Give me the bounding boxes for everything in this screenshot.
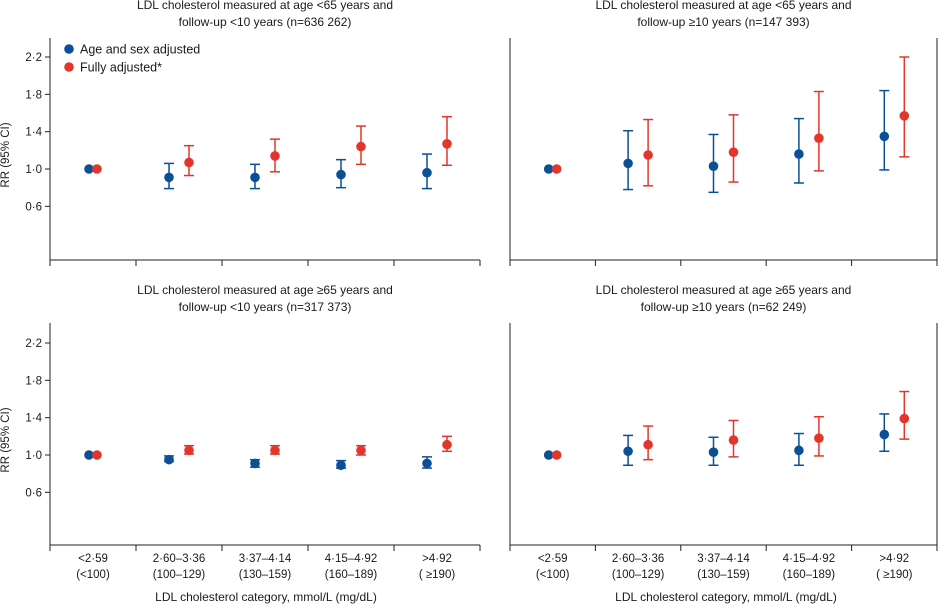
point-age-sex (336, 169, 346, 180)
x-tick-label: 3·37–4·14 (697, 553, 750, 565)
y-tick-label: 1·4 (25, 413, 42, 425)
x-tick-label-mgdl: ( ≥190) (876, 569, 913, 581)
x-tick-label-mgdl: (100–129) (153, 569, 206, 581)
point-age-sex (879, 131, 890, 142)
y-tick-label: 1·8 (25, 89, 42, 101)
panels-group: LDL cholesterol measured at age <65 year… (25, 0, 938, 581)
x-tick-label: >4·92 (879, 553, 909, 565)
y-tick-label: 2·2 (25, 52, 42, 64)
legend: Age and sex adjusted Fully adjusted* (64, 43, 200, 75)
point-fully (356, 445, 366, 456)
point-age-sex (543, 450, 554, 460)
point-fully (184, 157, 194, 168)
panel-title-line2: follow-up <10 years (n=636 262) (179, 15, 352, 29)
point-age-sex (543, 164, 554, 174)
ylabel-bottom: RR (95% CI) (0, 407, 12, 472)
point-fully (814, 433, 824, 444)
x-tick-label-mgdl: ( ≥190) (419, 569, 456, 581)
x-tick-label-mgdl: (100–129) (612, 569, 665, 581)
x-tick-label-mgdl: (<100) (76, 569, 110, 581)
point-fully (728, 147, 739, 157)
point-age-sex (164, 454, 174, 465)
y-tick-label: 0·6 (25, 487, 42, 499)
point-age-sex (422, 458, 432, 469)
point-age-sex (623, 446, 633, 457)
point-fully (643, 150, 653, 160)
point-fully (551, 450, 562, 460)
point-age-sex (422, 167, 432, 178)
point-age-sex (250, 172, 260, 183)
point-fully (442, 439, 452, 450)
legend-label-age-sex: Age and sex adjusted (80, 43, 200, 57)
x-tick-label-mgdl: (160–189) (783, 569, 836, 581)
point-age-sex (164, 172, 174, 183)
x-tick-label: 3·37–4·14 (239, 553, 292, 565)
point-age-sex (794, 149, 804, 159)
x-tick-label-mgdl: (130–159) (239, 569, 292, 581)
legend-marker-age-sex (64, 44, 74, 54)
point-fully (899, 111, 910, 121)
point-age-sex (250, 458, 260, 469)
panel-title-line1: LDL cholesterol measured at age ≥65 year… (596, 283, 852, 297)
panel-title-line1: LDL cholesterol measured at age ≥65 year… (137, 283, 393, 297)
x-axis-label-left: LDL cholesterol category, mmol/L (mg/dL) (155, 590, 377, 604)
y-tick-label: 1·0 (25, 164, 42, 176)
x-tick-label: 2·60–3·36 (153, 553, 205, 565)
point-age-sex (336, 460, 346, 471)
x-tick-label: 4·15–4·92 (325, 553, 377, 565)
x-tick-label-mgdl: (130–159) (697, 569, 750, 581)
panel-title-line2: follow-up <10 years (n=317 373) (179, 300, 352, 314)
panel-title-line2: follow-up ≥10 years (n=62 249) (641, 300, 807, 314)
x-axis-label-right: LDL cholesterol category, mmol/L (mg/dL) (615, 590, 837, 604)
point-fully (814, 133, 824, 143)
x-tick-label: 4·15–4·92 (783, 553, 835, 565)
point-fully (899, 413, 910, 424)
x-tick-label-mgdl: (<100) (536, 569, 570, 581)
point-fully (643, 439, 653, 450)
legend-label-fully: Fully adjusted* (80, 61, 162, 75)
point-fully (551, 164, 562, 174)
ylabel-top: RR (95% CI) (0, 122, 12, 187)
point-fully (270, 151, 280, 161)
legend-marker-fully (64, 62, 74, 72)
point-age-sex (84, 450, 94, 460)
y-tick-label: 1·0 (25, 450, 42, 462)
point-age-sex (708, 447, 719, 458)
y-tick-label: 0·6 (25, 201, 42, 213)
point-age-sex (708, 161, 719, 171)
y-tick-label: 1·4 (25, 127, 42, 139)
point-fully (442, 139, 452, 149)
point-fully (92, 164, 102, 174)
chart-panel-4: LDL cholesterol measured at age ≥65 year… (509, 283, 938, 581)
x-tick-label: <2·59 (538, 553, 568, 565)
point-age-sex (623, 158, 633, 169)
y-axis-label: RR (95% CI) (0, 122, 12, 187)
point-age-sex (879, 429, 890, 440)
point-age-sex (794, 445, 804, 456)
panel-title-line1: LDL cholesterol measured at age <65 year… (137, 0, 393, 12)
x-tick-label: 2·60–3·36 (612, 553, 664, 565)
point-fully (270, 445, 280, 456)
point-fully (728, 435, 739, 445)
x-tick-label: <2·59 (78, 553, 108, 565)
point-fully (356, 141, 366, 152)
point-fully (184, 445, 194, 456)
chart-panel-3: LDL cholesterol measured at age ≥65 year… (25, 283, 481, 581)
point-fully (92, 450, 102, 460)
point-age-sex (84, 164, 94, 174)
panel-title-line1: LDL cholesterol measured at age <65 year… (595, 0, 851, 12)
y-tick-label: 2·2 (25, 338, 42, 350)
chart-panel-2: LDL cholesterol measured at age <65 year… (509, 0, 938, 266)
x-tick-label-mgdl: (160–189) (325, 569, 378, 581)
panel-title-line2: follow-up ≥10 years (n=147 393) (637, 15, 809, 29)
y-axis-label: RR (95% CI) (0, 407, 12, 472)
x-tick-label: >4·92 (422, 553, 452, 565)
chart-panel-1: LDL cholesterol measured at age <65 year… (25, 0, 481, 266)
y-tick-label: 1·8 (25, 375, 42, 387)
